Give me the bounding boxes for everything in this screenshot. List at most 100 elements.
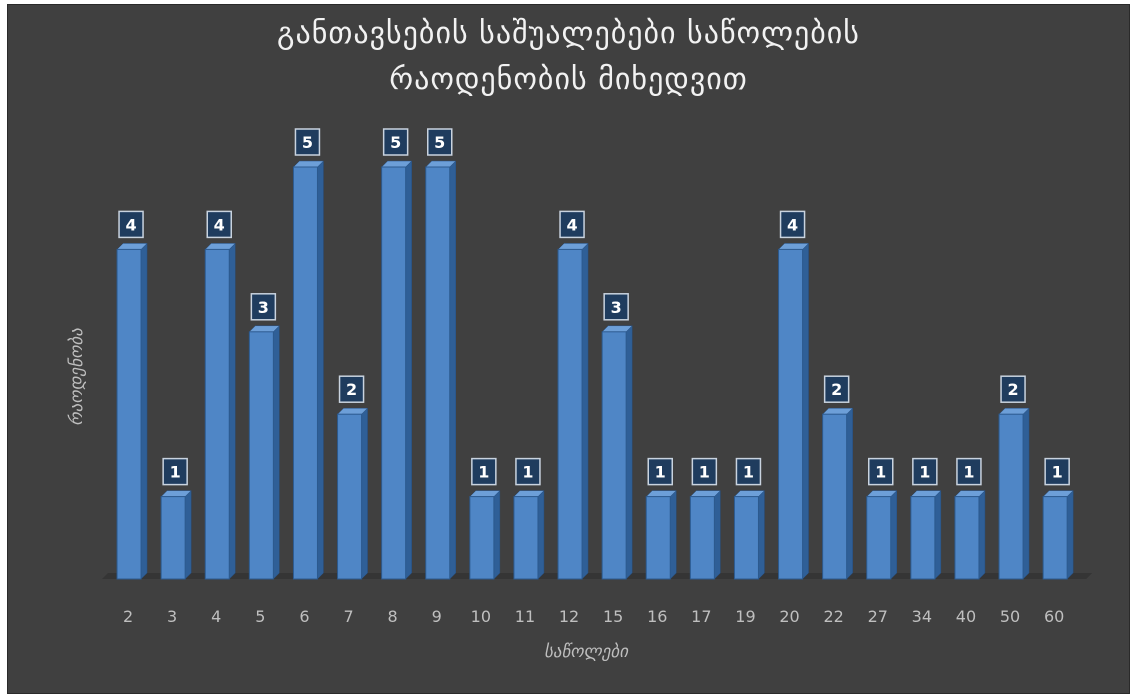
x-tick-label: 34: [912, 607, 932, 626]
data-label-text: 1: [655, 463, 666, 482]
data-label-text: 1: [478, 463, 489, 482]
bar-side: [273, 325, 280, 580]
x-tick-label: 7: [343, 607, 353, 626]
data-label-text: 1: [522, 463, 533, 482]
bar-side: [802, 242, 809, 580]
data-label: 1: [647, 457, 673, 486]
data-label: 4: [206, 210, 232, 239]
data-label-text: 5: [302, 133, 313, 152]
data-label: 1: [162, 457, 188, 486]
x-tick-label: 50: [1000, 607, 1020, 626]
bar-front: [381, 166, 407, 580]
bar-front: [513, 496, 539, 580]
bar-side: [184, 489, 192, 580]
chart-title-line-1: განთავსების საშუალებები საწოლების: [277, 16, 860, 51]
x-tick-label: 5: [255, 607, 265, 626]
bar-front: [998, 413, 1024, 580]
data-label-text: 3: [611, 298, 622, 317]
data-label-box: [691, 457, 718, 486]
data-label-box: [427, 128, 453, 156]
bar-front: [337, 413, 363, 580]
data-label: 4: [118, 210, 144, 239]
bar-side: [846, 407, 853, 580]
data-label-text: 1: [963, 463, 974, 482]
data-label-text: 2: [346, 380, 357, 399]
bar: [866, 489, 898, 580]
bar-front: [116, 248, 142, 580]
data-label: 1: [515, 457, 541, 486]
bar-side: [581, 242, 589, 580]
bar-front: [292, 166, 318, 580]
bar: [777, 242, 810, 580]
data-label-box: [515, 457, 541, 486]
data-label-box: [647, 457, 673, 486]
bar-front: [954, 496, 980, 580]
data-label-box: [1044, 457, 1070, 486]
data-label: 3: [250, 293, 277, 321]
data-label-text: 2: [1007, 380, 1018, 399]
data-label: 1: [868, 457, 894, 486]
bar-side: [1022, 407, 1030, 580]
bar-side: [493, 489, 501, 580]
x-axis-label: საწოლები: [544, 642, 629, 662]
bar-front: [469, 496, 495, 580]
bar-front: [778, 248, 804, 580]
bar: [336, 407, 369, 580]
bar-front: [204, 248, 230, 580]
x-tick-label: 22: [823, 607, 843, 626]
data-label-box: [338, 375, 365, 403]
bar-front: [822, 413, 848, 580]
bar-front: [1042, 496, 1068, 580]
bar-front: [425, 166, 451, 580]
x-tick-label: 20: [779, 607, 799, 626]
bar: [469, 489, 501, 580]
data-label-text: 4: [787, 215, 798, 234]
data-label-text: 1: [875, 463, 886, 482]
data-label-text: 1: [1052, 463, 1063, 482]
data-label-text: 3: [258, 298, 269, 317]
data-label: 1: [471, 457, 497, 486]
bar: [822, 407, 854, 580]
bar: [425, 160, 457, 580]
data-label: 5: [427, 128, 453, 156]
data-label: 1: [956, 457, 982, 486]
bar-side: [978, 489, 986, 580]
data-label: 2: [823, 375, 850, 403]
y-axis-label: რაოდენობა: [67, 328, 87, 426]
bar: [292, 160, 325, 580]
x-tick-label: 9: [432, 607, 442, 626]
data-label: 5: [294, 128, 321, 156]
x-tick-label: 6: [299, 607, 309, 626]
bar-front: [557, 248, 583, 580]
data-label: 3: [603, 293, 629, 321]
x-tick-label: 3: [167, 607, 177, 626]
bar-side: [449, 160, 456, 580]
x-tick-label: 17: [691, 607, 711, 626]
x-tick-label: 11: [515, 607, 535, 626]
data-label: 2: [338, 375, 365, 403]
bar-side: [537, 489, 545, 580]
x-tick-label: 60: [1044, 607, 1064, 626]
bar: [204, 242, 236, 580]
bar-front: [910, 496, 936, 580]
bar: [645, 489, 677, 580]
bar: [381, 160, 413, 580]
bar-side: [361, 407, 368, 580]
data-label: 5: [382, 128, 409, 156]
data-label-box: [912, 457, 938, 486]
bar-side: [405, 160, 412, 580]
data-label-text: 4: [125, 215, 136, 234]
bar-front: [689, 496, 715, 580]
data-label-text: 1: [699, 463, 710, 482]
bar-front: [248, 331, 274, 580]
data-label: 2: [1000, 375, 1026, 403]
bar: [160, 489, 192, 580]
data-label-box: [823, 375, 850, 403]
data-label-box: [250, 293, 277, 321]
data-label: 1: [912, 457, 938, 486]
bar: [248, 325, 280, 580]
data-label-text: 4: [214, 215, 225, 234]
bar: [601, 325, 633, 580]
data-label-box: [603, 293, 629, 321]
data-label-box: [118, 210, 144, 239]
